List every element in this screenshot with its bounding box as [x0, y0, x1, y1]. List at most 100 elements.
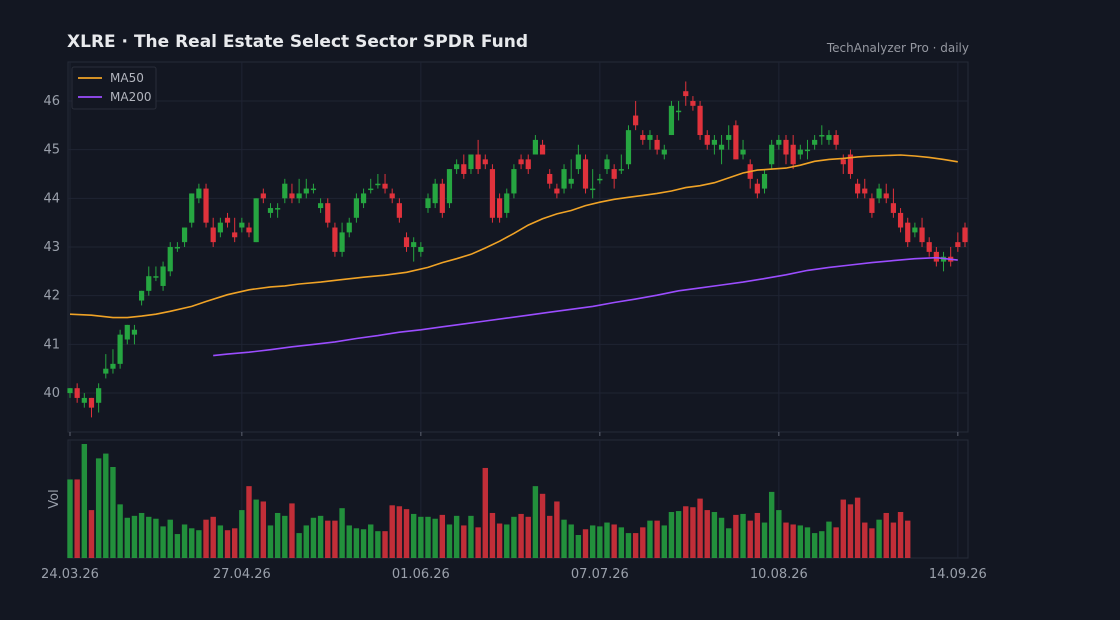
- candle-body: [883, 193, 889, 199]
- volume-bar: [468, 515, 474, 558]
- candle-body: [375, 183, 381, 186]
- volume-bar: [819, 531, 825, 558]
- volume-bar: [740, 513, 746, 558]
- volume-bar: [310, 517, 317, 558]
- candle-body: [840, 159, 846, 165]
- candle-body: [210, 227, 216, 243]
- candle-body: [81, 397, 87, 403]
- candle-body: [683, 91, 689, 97]
- candle-body: [697, 105, 703, 136]
- volume-bar: [668, 512, 675, 558]
- candle-body: [647, 135, 653, 140]
- volume-bar: [332, 520, 338, 558]
- volume-bar: [418, 516, 424, 558]
- volume-bar: [589, 525, 596, 558]
- candle-body: [160, 266, 166, 286]
- candle-body: [676, 110, 682, 113]
- candle-body: [855, 183, 861, 194]
- volume-bar: [167, 519, 173, 558]
- candle-body: [432, 183, 438, 204]
- candle-body: [468, 154, 474, 170]
- volume-bar: [790, 524, 796, 558]
- candle-body: [439, 183, 445, 213]
- volume-bar: [625, 533, 632, 558]
- candle-body: [181, 227, 188, 243]
- volume-bar: [711, 512, 718, 558]
- candle-body: [890, 203, 896, 213]
- candle-body: [232, 232, 238, 238]
- candle-body: [790, 144, 796, 165]
- volume-bar: [618, 527, 625, 558]
- candle-body: [633, 115, 639, 126]
- volume-bar: [346, 525, 352, 558]
- candle-body: [239, 222, 245, 228]
- volume-bar: [425, 516, 431, 558]
- candle-body: [504, 193, 510, 213]
- candle-body: [418, 247, 424, 252]
- volume-bar: [826, 521, 832, 558]
- candle-body: [353, 198, 359, 218]
- volume-bar: [654, 520, 660, 558]
- volume-bar: [446, 524, 453, 558]
- candle-body: [711, 139, 717, 145]
- volume-bar: [67, 479, 73, 558]
- candle-body: [346, 222, 352, 233]
- grid-layer: [67, 61, 969, 559]
- candle-body: [926, 242, 932, 252]
- candle-body: [826, 135, 832, 140]
- candle-body: [797, 149, 803, 155]
- chart-title: XLRE · The Real Estate Select Sector SPD…: [67, 32, 529, 52]
- volume-bar: [196, 530, 202, 558]
- volume-bar: [496, 523, 503, 558]
- candle-body: [625, 130, 632, 165]
- volume-bar: [74, 479, 80, 558]
- candle-body: [482, 159, 488, 165]
- candle-body: [804, 149, 811, 152]
- candle-body: [554, 188, 560, 194]
- candle-body: [869, 198, 875, 213]
- candle-body: [74, 388, 80, 398]
- volume-layer: [67, 444, 911, 558]
- candle-body: [96, 388, 102, 403]
- volume-bar: [754, 512, 761, 558]
- candle-body: [318, 203, 324, 209]
- volume-bar: [110, 466, 116, 558]
- candle-body: [611, 169, 617, 179]
- volume-bar: [511, 516, 517, 558]
- volume-bar: [231, 528, 238, 558]
- volume-bar: [382, 531, 388, 558]
- volume-bar: [675, 511, 682, 558]
- volume-bar: [124, 517, 130, 558]
- candle-body: [124, 324, 130, 340]
- volume-bar: [339, 508, 345, 558]
- volume-bar: [403, 509, 410, 558]
- candle-body: [282, 183, 288, 199]
- candle-body: [590, 188, 596, 191]
- candle-body: [640, 135, 646, 140]
- volume-bar: [210, 516, 216, 558]
- volume-bar: [217, 525, 224, 558]
- volume-bar: [289, 503, 295, 558]
- ma200-line: [213, 256, 958, 357]
- candle-body: [196, 188, 202, 199]
- volume-bar: [783, 522, 789, 558]
- volume-bar: [274, 512, 281, 558]
- candle-body: [325, 203, 331, 223]
- volume-bar: [303, 525, 309, 558]
- candle-body: [475, 154, 481, 170]
- candle-body: [690, 100, 696, 106]
- candle-body: [246, 227, 252, 233]
- candle-body: [532, 139, 538, 155]
- volume-panel-frame: [67, 439, 969, 559]
- volume-bar: [768, 491, 775, 558]
- candle-body: [847, 154, 854, 174]
- y-tick-label: 41: [43, 337, 60, 352]
- volume-bar: [368, 524, 374, 558]
- x-tick-label: 10.08.26: [750, 567, 808, 582]
- volume-bar: [833, 527, 839, 558]
- candle-body: [668, 105, 675, 136]
- volume-bar: [632, 533, 639, 558]
- volume-bar: [862, 522, 868, 558]
- legend-label: MA200: [110, 90, 151, 104]
